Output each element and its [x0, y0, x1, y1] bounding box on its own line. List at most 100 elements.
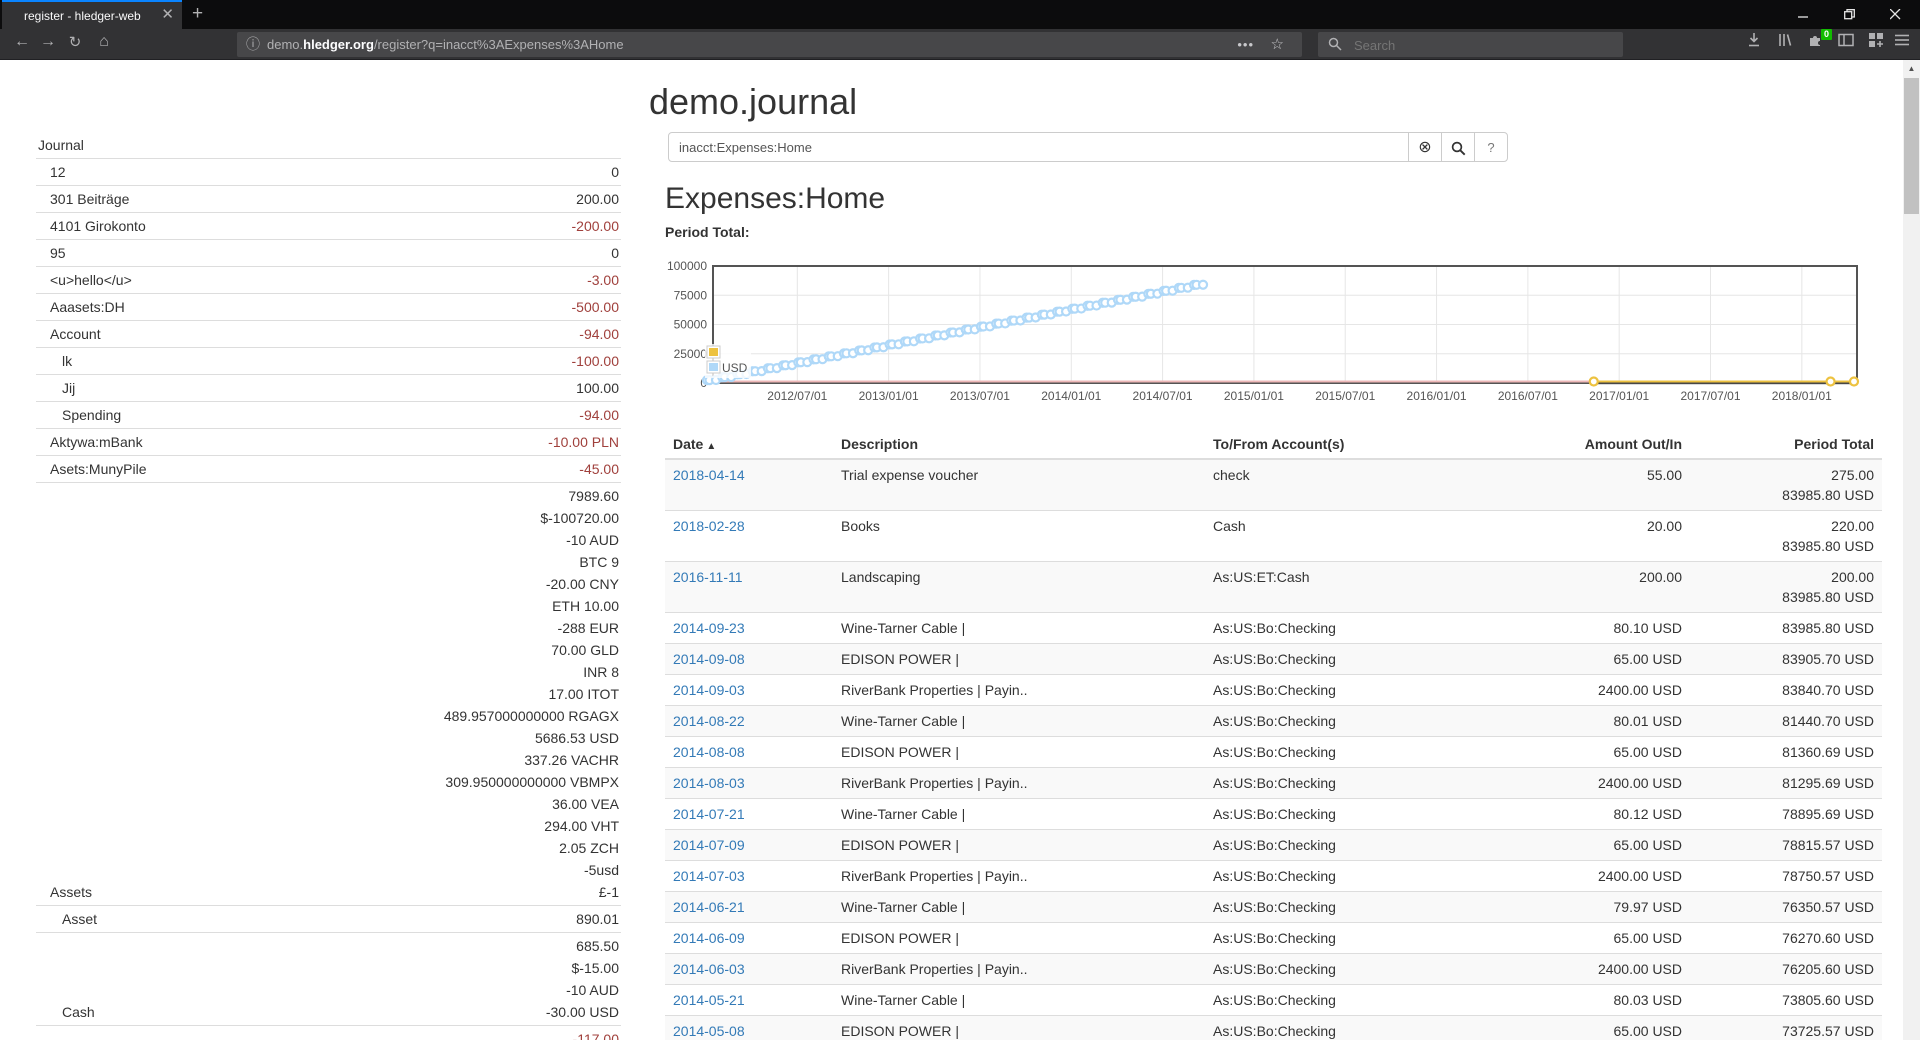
- transaction-row[interactable]: 2014-08-22 Wine-Tarner Cable | As:US:Bo:Ch…: [665, 705, 1882, 737]
- library-icon[interactable]: [1772, 32, 1798, 58]
- browser-chrome: register - hledger-web ✕ + ← → ↻ ⌂ ⓘ dem…: [0, 0, 1920, 60]
- transaction-row[interactable]: 2014-07-09 EDISON POWER | As:US:Bo:Checkin…: [665, 829, 1882, 861]
- search-button[interactable]: [1441, 132, 1475, 162]
- bookmark-star-icon[interactable]: ☆: [1270, 36, 1284, 53]
- period-total-cell: 220.00 83985.80 USD: [1690, 510, 1882, 562]
- transaction-date-link[interactable]: 2014-05-21: [673, 992, 745, 1008]
- account-link[interactable]: Aktywa:mBank: [50, 434, 143, 450]
- transaction-row[interactable]: 2014-07-03 RiverBank Properties | Payin..…: [665, 860, 1882, 892]
- date-cell: 2014-07-21: [665, 798, 833, 830]
- scrollbar-thumb[interactable]: [1904, 78, 1919, 214]
- transaction-row[interactable]: 2014-06-03 RiverBank Properties | Payin..…: [665, 953, 1882, 985]
- forward-button[interactable]: →: [40, 33, 56, 50]
- accounts-table: Journal 12 0 301 Beiträge 200.00 4101 Girokon…: [36, 132, 621, 1040]
- column-header-description[interactable]: Description: [833, 430, 1205, 460]
- period-total-chart[interactable]: 02500050000750001000002012/07/012013/01/…: [665, 260, 1882, 410]
- column-header-date[interactable]: Date ▲: [665, 430, 833, 460]
- date-cell: 2014-06-21: [665, 891, 833, 923]
- transaction-row[interactable]: 2014-09-23 Wine-Tarner Cable | As:US:Bo:Ch…: [665, 612, 1882, 644]
- scrollbar-up-arrow[interactable]: ▲: [1907, 64, 1916, 73]
- account-link[interactable]: 301 Beiträge: [50, 191, 130, 207]
- account-link[interactable]: Asset: [62, 911, 98, 927]
- account-cell: As:US:Bo:Checking: [1205, 674, 1505, 706]
- legend-swatch: [709, 363, 718, 371]
- transaction-row[interactable]: 2014-05-08 EDISON POWER | As:US:Bo:Checkin…: [665, 1015, 1882, 1040]
- account-link[interactable]: Assets: [50, 884, 93, 900]
- transaction-row[interactable]: 2018-04-14 Trial expense voucher check 55.0…: [665, 458, 1882, 511]
- transaction-date-link[interactable]: 2014-09-23: [673, 620, 745, 636]
- account-link[interactable]: Spending: [62, 407, 122, 423]
- transaction-date-link[interactable]: 2014-08-03: [673, 775, 745, 791]
- period-total-cell: 76350.57 USD: [1690, 891, 1882, 923]
- transaction-date-link[interactable]: 2014-06-03: [673, 961, 745, 977]
- page-actions-icon[interactable]: •••: [1237, 37, 1254, 52]
- clear-query-button[interactable]: ⊗: [1408, 132, 1442, 162]
- transaction-row[interactable]: 2018-02-28 Books Cash 20.00 220.00 83985.80 U…: [665, 510, 1882, 562]
- date-cell: 2014-08-08: [665, 736, 833, 768]
- window-minimize-button[interactable]: [1781, 0, 1826, 29]
- column-header-amount[interactable]: Amount Out/In: [1505, 430, 1690, 460]
- transaction-date-link[interactable]: 2016-11-11: [673, 569, 743, 585]
- column-header-account[interactable]: To/From Account(s): [1205, 430, 1505, 460]
- browser-search-input[interactable]: [1352, 32, 1616, 59]
- transaction-date-link[interactable]: 2014-06-09: [673, 930, 745, 946]
- reload-button[interactable]: ↻: [68, 34, 82, 51]
- transaction-date-link[interactable]: 2014-07-21: [673, 806, 745, 822]
- home-button[interactable]: ⌂: [99, 33, 109, 50]
- browser-tab[interactable]: register - hledger-web ✕: [2, 0, 182, 29]
- account-link[interactable]: <u>hello</u>: [50, 272, 132, 288]
- account-link[interactable]: Asets:MunyPile: [50, 461, 147, 477]
- account-link[interactable]: lk: [62, 353, 73, 369]
- new-tab-button[interactable]: +: [192, 3, 204, 24]
- account-name-cell: Account: [36, 320, 262, 348]
- transaction-row[interactable]: 2016-11-11 Landscaping As:US:ET:Cash 200.00…: [665, 561, 1882, 613]
- account-link[interactable]: Account: [50, 326, 101, 342]
- url-bar[interactable]: ⓘ demo.hledger.org/register?q=inacct%3AE…: [237, 32, 1302, 57]
- account-link[interactable]: 95: [50, 245, 66, 261]
- transaction-date-link[interactable]: 2018-02-28: [673, 518, 745, 534]
- transaction-date-link[interactable]: 2014-09-08: [673, 651, 745, 667]
- account-link[interactable]: Jij: [62, 380, 76, 396]
- date-cell: 2014-05-21: [665, 984, 833, 1016]
- tab-close-icon[interactable]: ✕: [161, 6, 174, 23]
- window-close-button[interactable]: [1873, 0, 1918, 29]
- transaction-date-link[interactable]: 2018-04-14: [673, 467, 745, 483]
- transaction-row[interactable]: 2014-06-21 Wine-Tarner Cable | As:US:Bo:Ch…: [665, 891, 1882, 923]
- transaction-date-link[interactable]: 2014-05-08: [673, 1023, 745, 1039]
- transaction-date-link[interactable]: 2014-08-22: [673, 713, 745, 729]
- transaction-row[interactable]: 2014-09-08 EDISON POWER | As:US:Bo:Checkin…: [665, 643, 1882, 675]
- column-header-period-total[interactable]: Period Total: [1690, 430, 1882, 460]
- browser-search-bar[interactable]: [1318, 32, 1623, 59]
- transaction-row[interactable]: 2014-07-21 Wine-Tarner Cable | As:US:Bo:Ch…: [665, 798, 1882, 830]
- transaction-date-link[interactable]: 2014-07-03: [673, 868, 745, 884]
- transaction-date-link[interactable]: 2014-06-21: [673, 899, 745, 915]
- account-name-cell: 12: [36, 158, 262, 186]
- account-link[interactable]: 12: [50, 164, 66, 180]
- transaction-row[interactable]: 2014-05-21 Wine-Tarner Cable | As:US:Bo:Ch…: [665, 984, 1882, 1016]
- transaction-row[interactable]: 2014-06-09 EDISON POWER | As:US:Bo:Checkin…: [665, 922, 1882, 954]
- transaction-date-link[interactable]: 2014-07-09: [673, 837, 745, 853]
- page-scrollbar[interactable]: ▲: [1903, 60, 1920, 1040]
- extension-icon[interactable]: 0: [1802, 29, 1832, 58]
- sidebar-toggle-icon[interactable]: [1833, 32, 1859, 58]
- balance-amount: BTC 9: [579, 554, 619, 570]
- transaction-row[interactable]: 2014-08-03 RiverBank Properties | Payin..…: [665, 767, 1882, 799]
- account-link[interactable]: Journal: [38, 137, 84, 153]
- transaction-date-link[interactable]: 2014-09-03: [673, 682, 745, 698]
- downloads-icon[interactable]: [1741, 32, 1767, 58]
- transaction-row[interactable]: 2014-08-08 EDISON POWER | As:US:Bo:Checkin…: [665, 736, 1882, 768]
- overflow-menu-icon[interactable]: [1863, 32, 1889, 58]
- window-maximize-button[interactable]: [1827, 0, 1872, 29]
- transaction-row[interactable]: 2014-09-03 RiverBank Properties | Payin..…: [665, 674, 1882, 706]
- account-link[interactable]: Aaasets:DH: [50, 299, 125, 315]
- period-total-cell: 83840.70 USD: [1690, 674, 1882, 706]
- help-button[interactable]: ?: [1474, 132, 1508, 162]
- amount-cell: 2400.00 USD: [1505, 674, 1690, 706]
- account-link[interactable]: 4101 Girokonto: [50, 218, 146, 234]
- account-link[interactable]: Cash: [62, 1004, 95, 1020]
- query-input[interactable]: [668, 132, 1409, 162]
- site-info-icon[interactable]: ⓘ: [246, 36, 260, 52]
- hamburger-menu-icon[interactable]: [1889, 32, 1915, 58]
- transaction-date-link[interactable]: 2014-08-08: [673, 744, 745, 760]
- back-button[interactable]: ←: [14, 33, 30, 50]
